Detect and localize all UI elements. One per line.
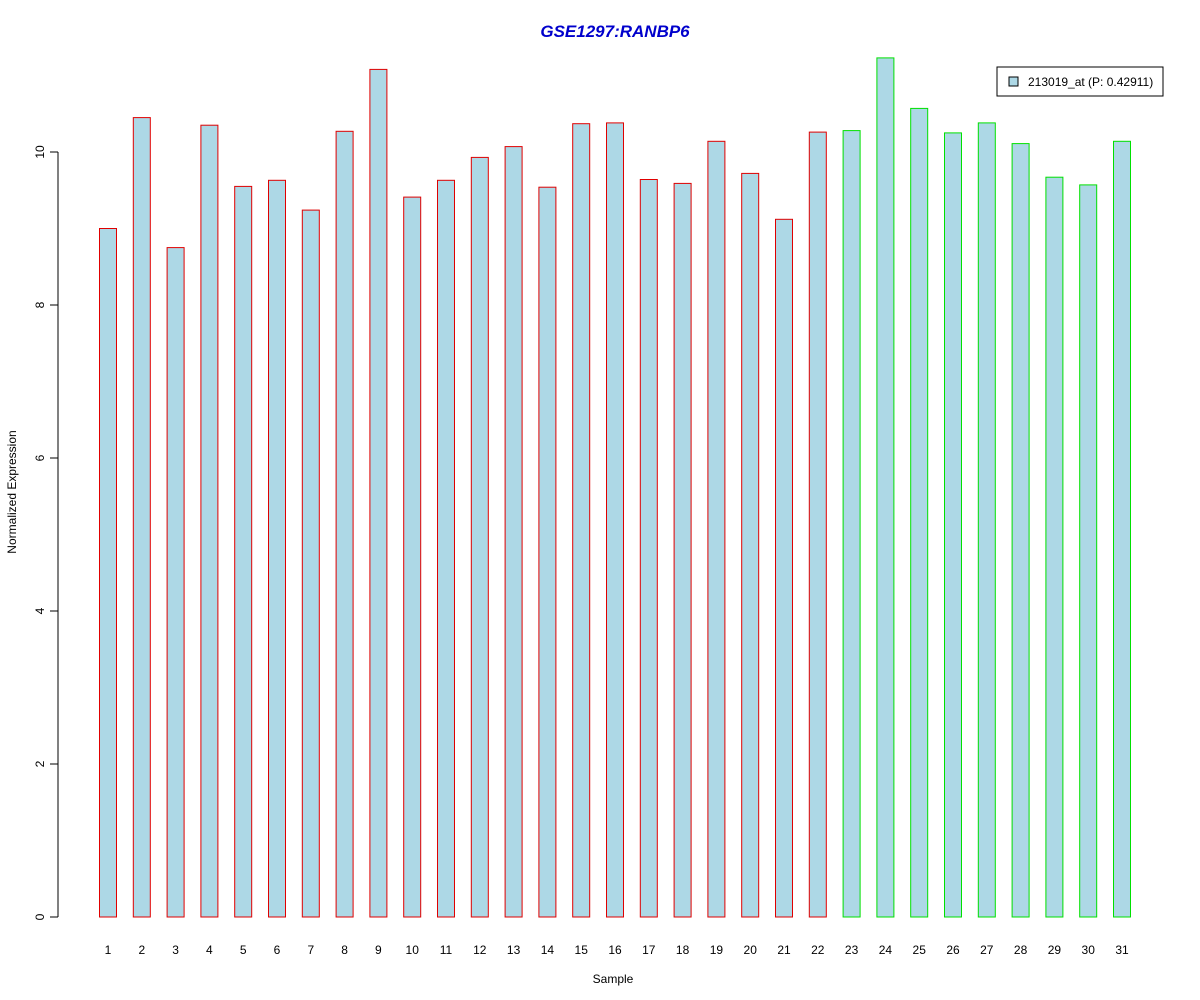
x-tick-label: 3 (172, 943, 179, 957)
bar-sample-15 (572, 123, 591, 918)
bar-sample-9 (369, 68, 388, 918)
bar-sample-13 (504, 146, 523, 918)
bar-sample-20 (741, 172, 760, 918)
x-tick-label: 2 (138, 943, 145, 957)
legend-box (996, 66, 1164, 97)
x-tick-label: 16 (608, 943, 622, 957)
bar-sample-26 (944, 132, 962, 918)
bar-sample-3 (166, 247, 185, 918)
x-tick-label: 28 (1014, 943, 1028, 957)
legend-label: 213019_at (P: 0.42911) (1028, 75, 1153, 89)
x-tick-label: 17 (642, 943, 656, 957)
x-tick-label: 5 (240, 943, 247, 957)
bar-sample-10 (403, 196, 422, 918)
x-tick-label: 1 (105, 943, 112, 957)
x-tick-label: 14 (541, 943, 555, 957)
y-tick-label: 6 (33, 454, 47, 461)
bar-sample-14 (538, 186, 557, 918)
bar-sample-25 (910, 107, 929, 918)
x-tick-label: 24 (879, 943, 893, 957)
x-tick-label: 18 (676, 943, 690, 957)
y-tick-label: 4 (33, 607, 47, 614)
bar-sample-28 (1011, 143, 1030, 918)
x-tick-label: 9 (375, 943, 382, 957)
bar-sample-17 (639, 179, 658, 918)
bar-sample-4 (200, 124, 219, 918)
x-tick-label: 27 (980, 943, 994, 957)
x-tick-labels: 1 2 3 4 5 6 7 8 9 10 11 12 13 14 15 16 17 18 19 20 21 22 23 24 2… (105, 943, 1129, 957)
y-axis: 0 2 4 6 8 10 (33, 145, 59, 920)
x-tick-label: 10 (406, 943, 420, 957)
x-tick-label: 7 (307, 943, 314, 957)
bar-sample-29 (1045, 176, 1064, 918)
bar-sample-19 (707, 140, 726, 918)
bar-sample-12 (470, 156, 489, 918)
x-tick-label: 8 (341, 943, 348, 957)
chart-title: GSE1297:RANBP6 (540, 22, 690, 41)
x-tick-label: 6 (274, 943, 281, 957)
bar-sample-6 (268, 179, 286, 918)
x-tick-label: 12 (473, 943, 487, 957)
x-tick-label: 25 (913, 943, 927, 957)
bar-sample-30 (1079, 184, 1098, 918)
x-tick-label: 30 (1082, 943, 1096, 957)
bar-sample-31 (1113, 140, 1131, 918)
bar-sample-16 (606, 122, 624, 918)
bar-sample-2 (132, 117, 151, 918)
y-tick-label: 10 (33, 145, 47, 159)
x-tick-label: 15 (575, 943, 589, 957)
x-tick-label: 21 (777, 943, 791, 957)
bar-sample-11 (437, 179, 455, 918)
x-tick-label: 29 (1048, 943, 1062, 957)
bar-sample-1 (99, 228, 117, 918)
bar-sample-27 (977, 122, 996, 918)
x-tick-label: 31 (1115, 943, 1129, 957)
y-tick-label: 0 (33, 913, 47, 920)
bar-sample-7 (301, 209, 320, 918)
bar-sample-22 (808, 131, 827, 918)
legend-swatch (1008, 76, 1019, 87)
bar-sample-24 (876, 57, 895, 918)
x-axis-label: Sample (593, 972, 634, 986)
bar-sample-18 (673, 182, 692, 918)
bars (99, 57, 1131, 918)
legend: 213019_at (P: 0.42911) (996, 66, 1164, 97)
x-tick-label: 23 (845, 943, 859, 957)
x-tick-label: 13 (507, 943, 521, 957)
x-tick-label: 22 (811, 943, 825, 957)
bar-sample-5 (234, 185, 253, 918)
bar-sample-21 (775, 218, 793, 918)
y-tick-label: 8 (33, 301, 47, 308)
x-tick-label: 19 (710, 943, 724, 957)
bar-sample-23 (842, 130, 861, 918)
x-tick-label: 11 (440, 943, 453, 957)
y-axis-label: Normalized Expression (5, 430, 19, 553)
x-tick-label: 4 (206, 943, 213, 957)
x-tick-label: 20 (744, 943, 758, 957)
x-tick-label: 26 (946, 943, 960, 957)
bar-sample-8 (335, 130, 354, 918)
y-tick-label: 2 (33, 760, 47, 767)
